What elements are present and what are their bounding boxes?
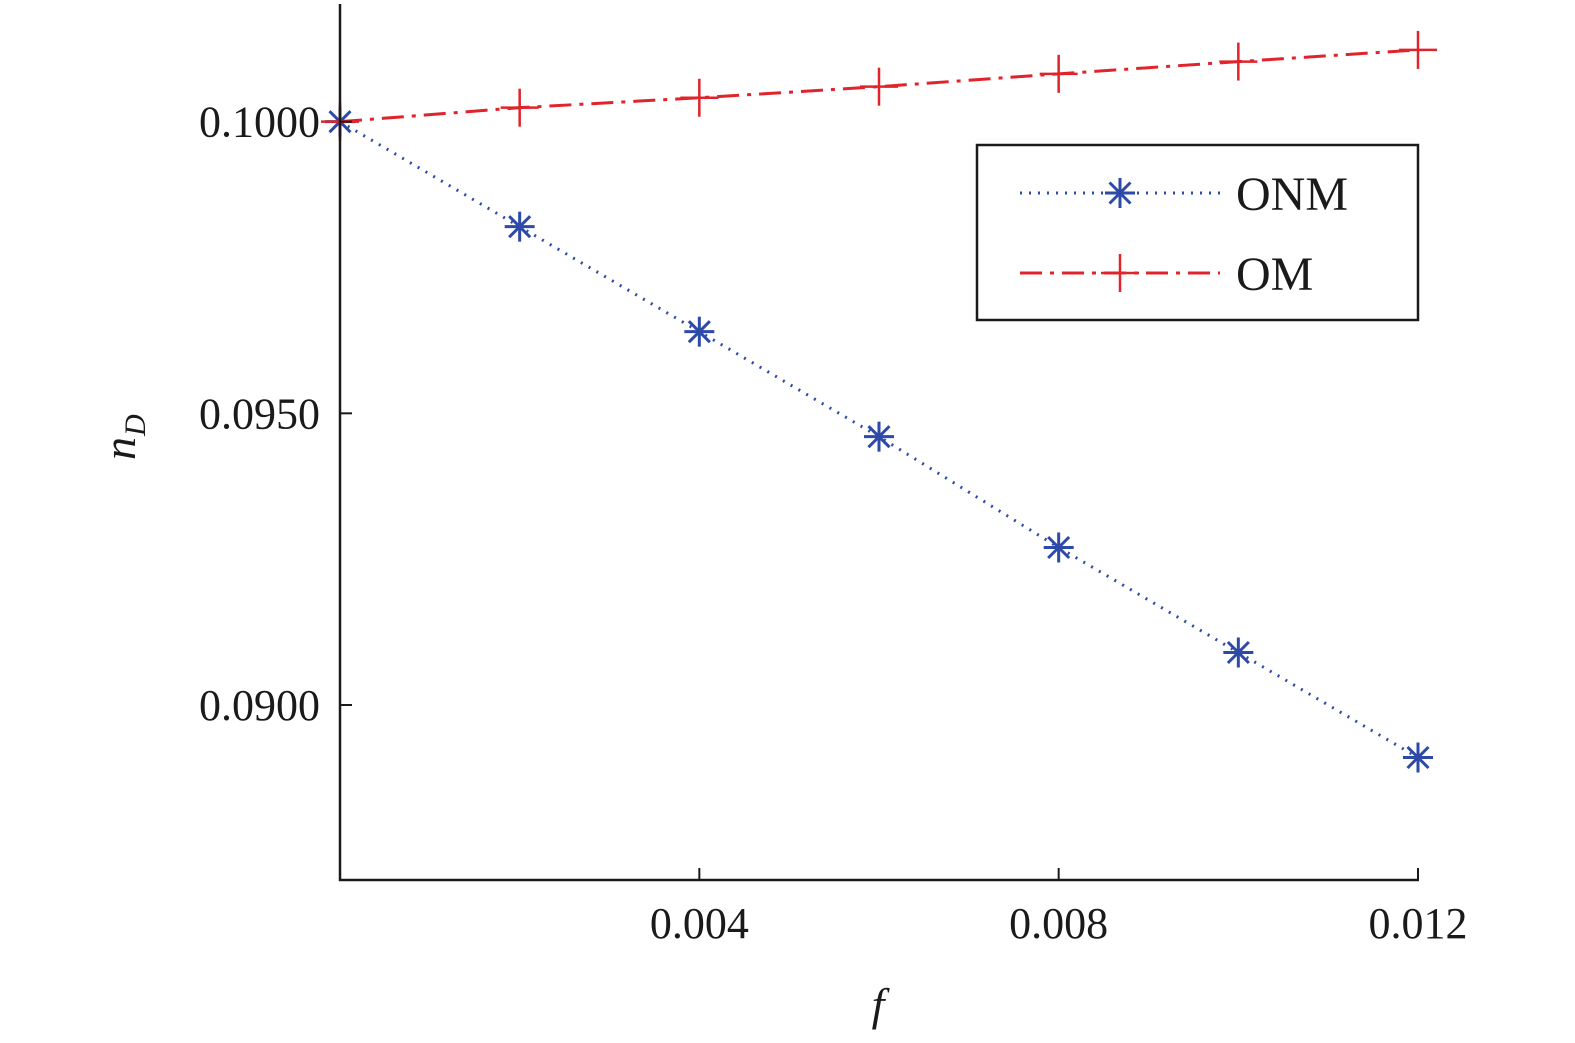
y-tick-label: 0.0950 <box>199 389 320 438</box>
data-point-om <box>500 88 539 127</box>
y-axis-label: n D <box>94 414 152 460</box>
data-point-onm <box>1043 532 1074 563</box>
legend-label-om: OM <box>1236 248 1313 301</box>
data-point-onm <box>864 421 894 452</box>
data-point-onm <box>504 211 535 242</box>
x-tick-label: 0.012 <box>1369 899 1468 948</box>
y-axis-label-base: n <box>94 437 145 460</box>
legend-marker-om <box>1101 254 1139 292</box>
x-tick-label: 0.008 <box>1009 899 1108 948</box>
data-point-om <box>680 78 719 117</box>
plot-marks <box>321 30 1437 773</box>
data-point-om <box>860 67 898 106</box>
legend-marker-onm <box>1105 178 1135 208</box>
data-point-om <box>1219 42 1258 81</box>
y-tick-label: 0.0900 <box>199 681 320 730</box>
legend-box <box>975 143 1420 322</box>
x-axis-label: f <box>872 979 891 1030</box>
axis-ticks: 0.004 0.008 0.012 0.0900 0.0950 0.1000 <box>199 98 1468 948</box>
legend: ONM OM <box>975 143 1420 322</box>
data-point-onm <box>684 316 715 347</box>
data-point-onm <box>1403 742 1433 773</box>
data-point-om <box>1039 54 1078 93</box>
legend-label-onm: ONM <box>1236 168 1348 221</box>
data-point-om <box>1399 30 1437 69</box>
data-point-onm <box>1223 637 1254 668</box>
x-tick-label: 0.004 <box>650 899 749 948</box>
y-axis-label-subscript: D <box>119 414 152 437</box>
y-tick-label: 0.1000 <box>199 98 320 147</box>
